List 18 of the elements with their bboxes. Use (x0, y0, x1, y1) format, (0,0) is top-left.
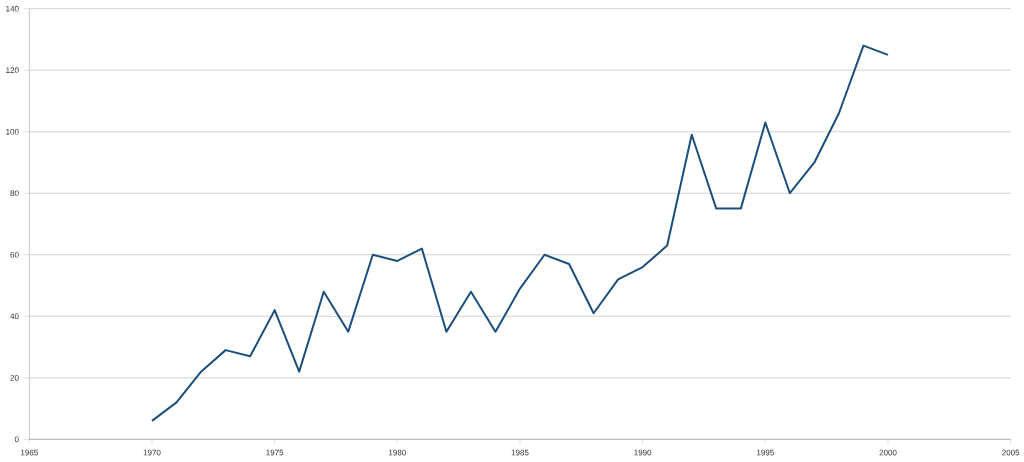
y-tick-label: 80 (10, 190, 19, 197)
y-tick-label: 20 (10, 374, 19, 381)
x-tick-label: 1975 (266, 449, 284, 456)
x-tick-label: 2005 (1002, 449, 1020, 456)
x-tick-label: 1980 (389, 449, 406, 456)
y-tick-label: 40 (10, 313, 19, 320)
y-tick-label: 140 (6, 5, 19, 12)
y-tick-label: 120 (6, 67, 19, 74)
x-tick-label: 1970 (143, 449, 161, 456)
x-tick-label: 1995 (757, 449, 774, 456)
x-tick-label: 2000 (879, 449, 897, 456)
line-series (151, 44, 889, 422)
x-tick-label: 1985 (511, 449, 529, 456)
y-tick-label: 100 (6, 128, 19, 135)
y-tick-label: 0 (14, 436, 19, 443)
x-tick-label: 1965 (21, 449, 38, 456)
x-tick-label: 1990 (634, 449, 652, 456)
y-tick-label: 60 (10, 251, 19, 258)
